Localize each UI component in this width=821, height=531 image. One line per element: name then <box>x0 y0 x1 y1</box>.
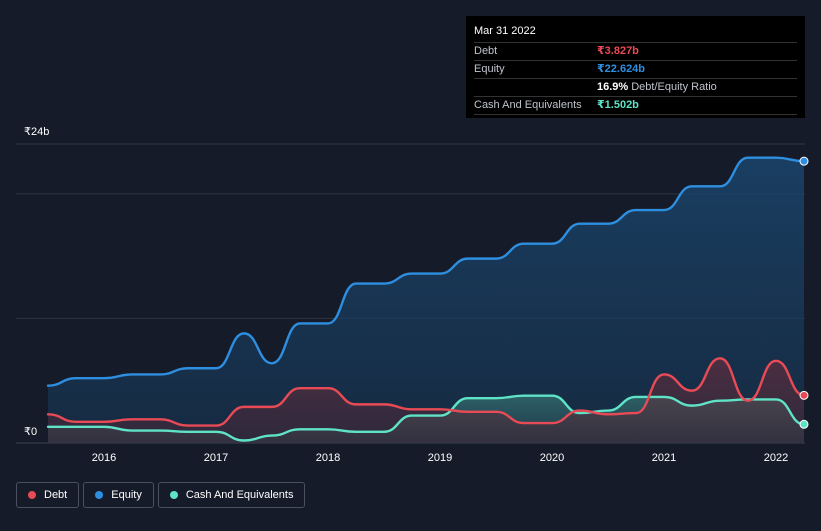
tooltip-row-cash: Cash And Equivalents ₹1.502b <box>474 97 797 115</box>
tooltip-row-debt: Debt ₹3.827b <box>474 43 797 61</box>
tooltip-row-ratio: 16.9% Debt/Equity Ratio <box>474 79 797 97</box>
chart-legend: Debt Equity Cash And Equivalents <box>16 482 306 510</box>
x-tick-label: 2018 <box>316 452 340 464</box>
equity-area <box>48 157 804 443</box>
tooltip-ratio: 16.9% Debt/Equity Ratio <box>597 79 717 96</box>
cash-and-equivalents-line <box>46 394 806 442</box>
legend-item-cash[interactable]: Cash And Equivalents <box>157 482 306 508</box>
x-tick-label: 2016 <box>92 452 116 464</box>
legend-item-debt[interactable]: Debt <box>16 482 80 508</box>
cash-and-equivalents-end-point <box>799 419 809 429</box>
y-tick-label-top: ₹24b <box>24 126 49 138</box>
tooltip-date: Mar 31 2022 <box>474 16 797 43</box>
tooltip-debt-value: ₹3.827b <box>597 45 639 57</box>
debt-line <box>46 357 806 427</box>
area-layer <box>48 157 804 443</box>
x-tick-label: 2021 <box>652 452 676 464</box>
debt-end-point <box>799 390 809 400</box>
x-tick-label: 2020 <box>540 452 564 464</box>
tooltip-debt-label: Debt <box>474 45 498 57</box>
debt-area <box>48 358 804 443</box>
tooltip-cash-value: ₹1.502b <box>597 99 639 111</box>
x-tick-label: 2022 <box>764 452 788 464</box>
legend-cash-label: Cash And Equivalents <box>185 489 294 501</box>
line-layer <box>46 156 806 442</box>
y-tick-label-zero: ₹0 <box>24 426 37 438</box>
tooltip-cash-label: Cash And Equivalents <box>474 99 582 111</box>
debt-dot-icon <box>28 491 36 499</box>
equity-line <box>46 156 806 387</box>
x-tick-label: 2017 <box>204 452 228 464</box>
tooltip-equity-value: ₹22.624b <box>597 63 646 75</box>
legend-equity-label: Equity <box>111 489 142 501</box>
legend-debt-label: Debt <box>44 489 68 501</box>
tooltip-ratio-value: 16.9% <box>597 81 629 93</box>
cash-dot-icon <box>169 491 178 499</box>
marker-layer <box>799 156 809 429</box>
tooltip-ratio-label: Debt/Equity Ratio <box>631 81 717 93</box>
chart-tooltip: Mar 31 2022 Debt ₹3.827b Equity ₹22.624b… <box>466 16 805 118</box>
equity-dot-icon <box>95 491 104 499</box>
axis-layer: ₹24b ₹0 2016 2017 2018 2019 2020 2021 2022 <box>24 126 788 464</box>
x-tick-label: 2019 <box>428 452 452 464</box>
legend-item-equity[interactable]: Equity <box>83 482 154 508</box>
tooltip-row-equity: Equity ₹22.624b <box>474 61 797 79</box>
equity-end-point <box>799 156 809 166</box>
tooltip-equity-label: Equity <box>474 63 505 75</box>
